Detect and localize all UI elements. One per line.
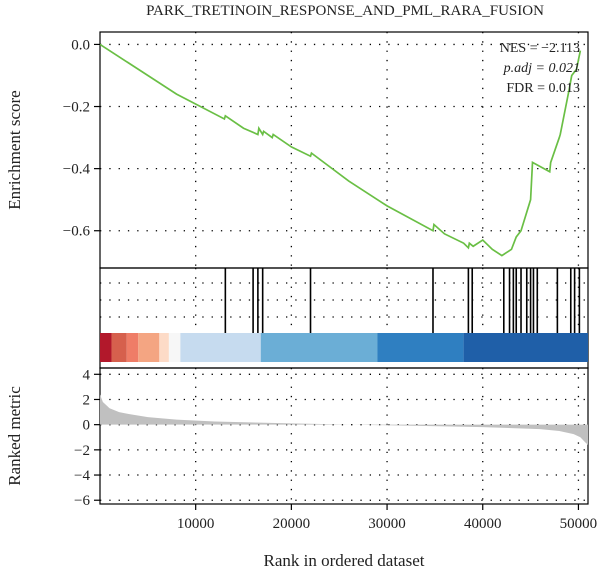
x-tick-label: 40000 [464, 516, 502, 532]
x-tick-label: 20000 [273, 516, 311, 532]
enrichment-y-tick-label: −0.4 [63, 162, 91, 178]
x-tick-label: 10000 [177, 516, 215, 532]
padj-annotation: p.adj = 0.021 [503, 61, 580, 76]
color-bar-segment [138, 333, 160, 362]
color-bar-segment [111, 333, 127, 362]
axis-ticks: 10000 20000 30000 40000 50000 0.0 −0.2 −0.4 −0.6… [63, 37, 597, 532]
fdr-annotation: FDR = 0.013 [506, 81, 580, 96]
color-bar-segment [126, 333, 139, 362]
enrichment-score-line [99, 43, 582, 257]
color-bar-segment [168, 333, 181, 362]
color-bar-segment [377, 333, 464, 362]
gene-hit-markers [224, 268, 581, 333]
enrichment-y-tick-label: −0.2 [63, 100, 90, 116]
color-bar [100, 333, 588, 362]
chart-title: PARK_TRETINOIN_RESPONSE_AND_PML_RARA_FUS… [146, 3, 544, 19]
ranked-metric-y-tick-label: 4 [83, 367, 91, 383]
color-bar-segment [463, 333, 588, 362]
color-bar-segment [159, 333, 169, 362]
ranked-metric-panel-frame [99, 367, 589, 505]
ranked-metric-y-axis-label: Ranked metric [5, 386, 24, 486]
enrichment-y-tick-label: 0.0 [71, 37, 90, 53]
x-tick-label: 50000 [560, 516, 598, 532]
ranked-metric-y-tick-label: 0 [83, 418, 91, 434]
color-bar-segment [260, 333, 378, 362]
ranked-metric-y-tick-label: −2 [74, 443, 90, 459]
enrichment-score-curve [99, 43, 582, 257]
color-bar-segment [100, 333, 112, 362]
x-axis-label: Rank in ordered dataset [264, 551, 425, 570]
color-bar-segment [180, 333, 261, 362]
ranked-metric-area [100, 394, 588, 445]
ranked-metric-y-tick-label: −4 [74, 468, 90, 484]
enrichment-y-axis-label: Enrichment score [5, 90, 24, 209]
ranked-metric-y-tick-label: 2 [83, 392, 91, 408]
x-tick-label: 30000 [368, 516, 406, 532]
enrichment-y-tick-label: −0.6 [63, 224, 91, 240]
ranked-metric-fill [100, 394, 588, 445]
nes-annotation: NES = −2.113 [500, 41, 580, 56]
ranked-metric-y-tick-label: −6 [74, 493, 90, 509]
